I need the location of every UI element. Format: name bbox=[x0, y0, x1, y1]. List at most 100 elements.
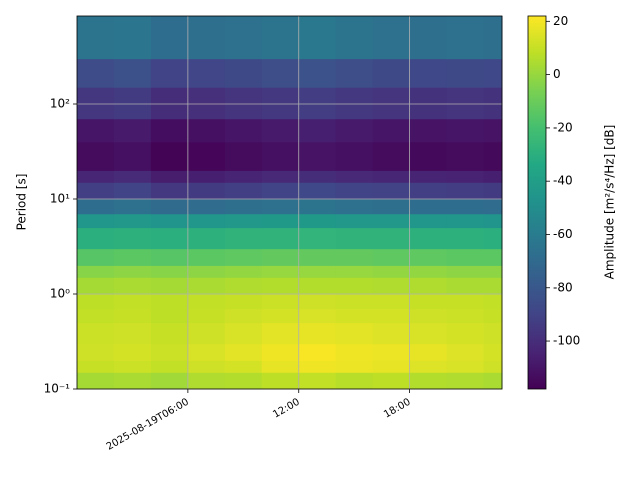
heatmap-cell bbox=[77, 16, 115, 60]
heatmap-cell bbox=[261, 265, 300, 278]
y-axis-label: Period [s] bbox=[15, 174, 29, 231]
heatmap-cell bbox=[446, 16, 485, 60]
heatmap-cell bbox=[77, 227, 115, 250]
heatmap-cell bbox=[187, 294, 226, 310]
heatmap-cell bbox=[261, 227, 300, 250]
heatmap-cell bbox=[113, 170, 152, 183]
heatmap-cell bbox=[150, 182, 189, 200]
heatmap-cell bbox=[113, 182, 152, 200]
heatmap-cell bbox=[372, 248, 411, 266]
heatmap-cell bbox=[335, 118, 374, 143]
heatmap-cell bbox=[372, 343, 411, 361]
heatmap-cell bbox=[150, 118, 189, 143]
heatmap-cell bbox=[187, 182, 226, 200]
heatmap-cell bbox=[483, 227, 503, 250]
heatmap-cell bbox=[77, 265, 115, 278]
heatmap-cell bbox=[77, 170, 115, 183]
heatmap-cell bbox=[261, 372, 300, 390]
heatmap-cell bbox=[483, 343, 503, 361]
heatmap-cell bbox=[372, 199, 411, 215]
heatmap-cell bbox=[113, 360, 152, 373]
heatmap-cell bbox=[372, 213, 411, 229]
heatmap-cell bbox=[409, 87, 448, 120]
heatmap-cell bbox=[187, 277, 226, 295]
heatmap-cell bbox=[409, 141, 448, 171]
heatmap-cell bbox=[113, 343, 152, 361]
heatmap-cell bbox=[224, 58, 263, 88]
heatmap-cell bbox=[446, 58, 485, 88]
heatmap-cell bbox=[77, 294, 115, 310]
heatmap-cell bbox=[150, 372, 189, 390]
heatmap-cell bbox=[77, 277, 115, 295]
heatmap-cell bbox=[261, 294, 300, 310]
colorbar-tick-label: 0 bbox=[553, 67, 561, 81]
heatmap-cell bbox=[77, 213, 115, 229]
heatmap-cell bbox=[224, 277, 263, 295]
heatmap-cell bbox=[77, 58, 115, 88]
heatmap-cell bbox=[409, 294, 448, 310]
heatmap-cell bbox=[77, 87, 115, 120]
heatmap-cell bbox=[446, 360, 485, 373]
heatmap-cell bbox=[409, 372, 448, 390]
heatmap-cell bbox=[483, 199, 503, 215]
heatmap-cell bbox=[409, 265, 448, 278]
heatmap-cell bbox=[150, 170, 189, 183]
heatmap-cell bbox=[409, 170, 448, 183]
heatmap-cell bbox=[298, 294, 337, 310]
colorbar-tick-label: -20 bbox=[553, 120, 573, 134]
heatmap-cell bbox=[150, 322, 189, 345]
heatmap-cell bbox=[187, 118, 226, 143]
heatmap-cell bbox=[372, 372, 411, 390]
heatmap-cell bbox=[150, 294, 189, 310]
heatmap-cell bbox=[372, 308, 411, 324]
y-tick-label: 10¹ bbox=[50, 192, 70, 206]
heatmap-cell bbox=[335, 213, 374, 229]
heatmap-cell bbox=[150, 265, 189, 278]
colorbar-tick-label: -80 bbox=[553, 280, 573, 294]
y-tick-label: 10⁰ bbox=[50, 287, 70, 301]
heatmap-cell bbox=[113, 199, 152, 215]
x-tick-label: 12:00 bbox=[271, 397, 301, 421]
heatmap-cell bbox=[113, 372, 152, 390]
heatmap-cell bbox=[187, 199, 226, 215]
heatmap-cell bbox=[409, 248, 448, 266]
heatmap-cell bbox=[113, 308, 152, 324]
heatmap-cell bbox=[372, 182, 411, 200]
heatmap-cell bbox=[150, 277, 189, 295]
heatmap-cell bbox=[298, 372, 337, 390]
heatmap-cell bbox=[372, 265, 411, 278]
heatmap-cell bbox=[113, 118, 152, 143]
heatmap-cell bbox=[298, 141, 337, 171]
heatmap-cell bbox=[298, 118, 337, 143]
heatmap-cell bbox=[409, 16, 448, 60]
heatmap-cell bbox=[187, 87, 226, 120]
heatmap-cell bbox=[77, 118, 115, 143]
heatmap-cell bbox=[187, 343, 226, 361]
heatmap-cell bbox=[261, 16, 300, 60]
heatmap-cell bbox=[335, 265, 374, 278]
heatmap-cell bbox=[335, 16, 374, 60]
heatmap-cell bbox=[261, 360, 300, 373]
heatmap-cell bbox=[372, 141, 411, 171]
heatmap-cell bbox=[298, 170, 337, 183]
heatmap-cell bbox=[224, 322, 263, 345]
heatmap-cell bbox=[224, 199, 263, 215]
heatmap-cell bbox=[77, 248, 115, 266]
heatmap-cell bbox=[372, 322, 411, 345]
heatmap-cell bbox=[261, 170, 300, 183]
heatmap-cell bbox=[483, 16, 503, 60]
heatmap-cell bbox=[483, 248, 503, 266]
heatmap-cell bbox=[446, 199, 485, 215]
heatmap-cell bbox=[483, 294, 503, 310]
heatmap-cell bbox=[446, 343, 485, 361]
heatmap-cell bbox=[113, 248, 152, 266]
heatmap-cell bbox=[335, 170, 374, 183]
heatmap-cell bbox=[483, 213, 503, 229]
heatmap-cell bbox=[298, 87, 337, 120]
heatmap-cell bbox=[187, 360, 226, 373]
heatmap-cell bbox=[483, 58, 503, 88]
heatmap-cell bbox=[77, 308, 115, 324]
heatmap-cell bbox=[77, 322, 115, 345]
heatmap-cell bbox=[409, 277, 448, 295]
heatmap-cell bbox=[77, 360, 115, 373]
